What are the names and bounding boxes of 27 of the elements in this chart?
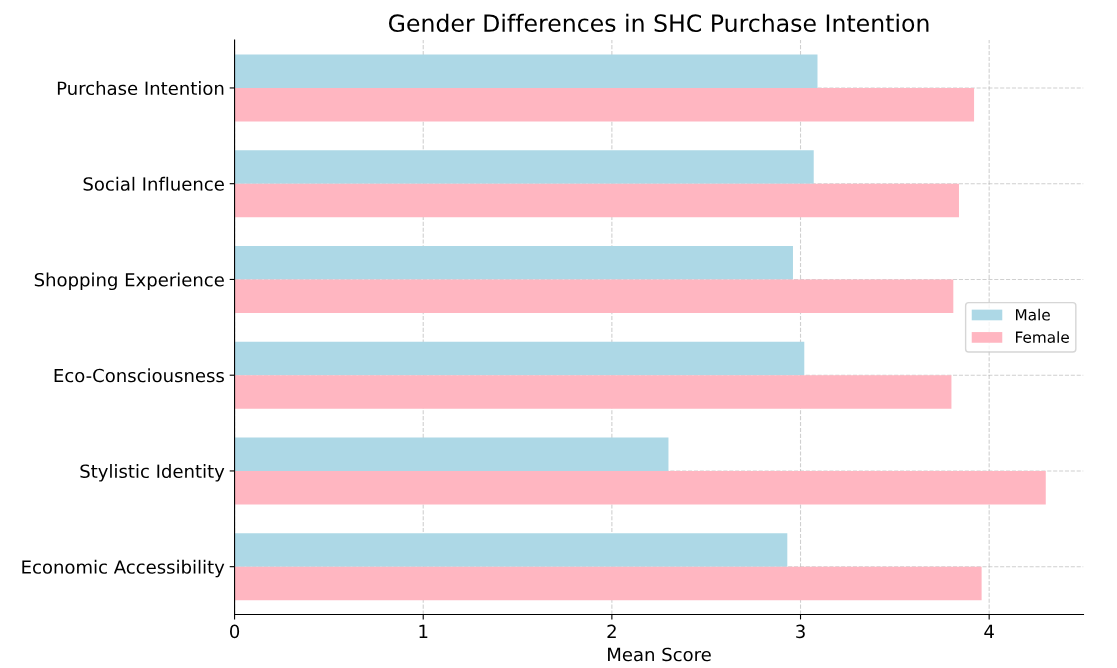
x-tick-label: 1 bbox=[419, 624, 428, 638]
bar bbox=[234, 566, 982, 601]
bar bbox=[234, 437, 669, 471]
y-tick-label: Purchase Intention bbox=[57, 81, 224, 96]
x-tick-label: 2 bbox=[607, 624, 616, 638]
y-tick-label: Stylistic Identity bbox=[80, 464, 225, 482]
x-tick-label: 4 bbox=[984, 624, 994, 638]
bar bbox=[234, 375, 952, 409]
bar bbox=[234, 470, 1046, 505]
bar bbox=[234, 54, 818, 88]
y-tick-label: Shopping Experience bbox=[34, 272, 224, 291]
bar bbox=[234, 341, 805, 376]
bar bbox=[234, 279, 954, 313]
y-tick-label: Eco-Consciousness bbox=[54, 368, 224, 383]
x-axis-title: Mean Score bbox=[608, 647, 711, 662]
x-tick-label: 0 bbox=[230, 624, 240, 639]
bar bbox=[234, 533, 788, 567]
bar bbox=[234, 87, 975, 122]
bar bbox=[234, 245, 793, 280]
chart-title: Gender Differences in SHC Purchase Intention bbox=[388, 13, 929, 33]
bar bbox=[234, 183, 959, 218]
y-tick-label: Economic Accessibility bbox=[22, 559, 225, 578]
legend-label: Male bbox=[1016, 308, 1050, 321]
bar bbox=[234, 150, 814, 184]
x-tick-label: 3 bbox=[796, 624, 805, 639]
legend-label: Female bbox=[1016, 331, 1069, 343]
y-tick-label: Social Influence bbox=[83, 176, 224, 191]
